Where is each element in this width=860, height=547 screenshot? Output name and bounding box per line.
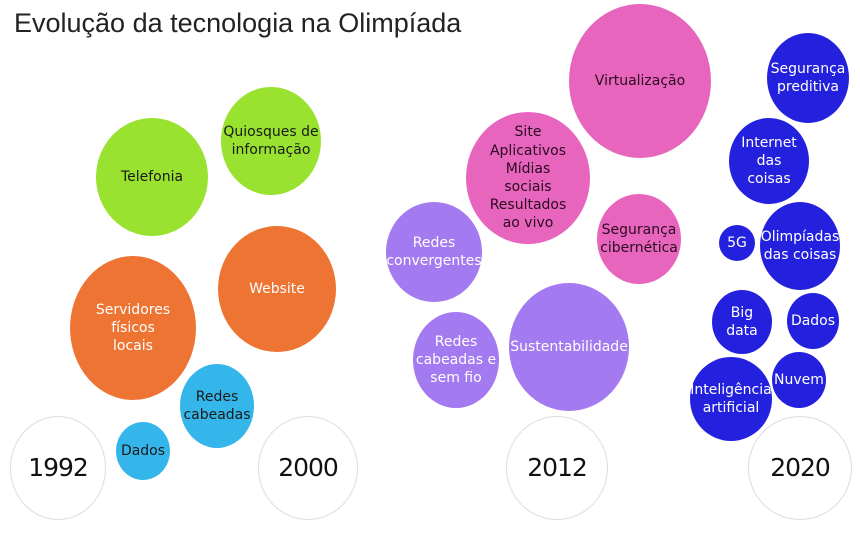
bubble-sustentabilidade: Sustentabilidade [509, 283, 629, 411]
year-2012: 2012 [506, 416, 608, 520]
year-2020: 2020 [748, 416, 852, 520]
bubble-redes-cabeadas: Redes cabeadas [180, 364, 254, 448]
bubble-website: Website [218, 226, 336, 352]
bubble-telefonia: Telefonia [96, 118, 208, 236]
year-1992: 1992 [10, 416, 106, 520]
year-2000: 2000 [258, 416, 358, 520]
bubble-site-aplicativos: Site Aplicativos Mídias sociais Resultad… [466, 112, 590, 244]
bubble-seguranca-preditiva: Segurança preditiva [767, 33, 849, 123]
bubble-quiosques: Quiosques de informação [221, 87, 321, 195]
bubble-5g: 5G [719, 225, 755, 261]
bubble-redes-cabeadas-sem-fio: Redes cabeadas e sem fio [413, 312, 499, 408]
bubble-virtualizacao: Virtualização [569, 4, 711, 158]
bubble-big-data: Big data [712, 290, 772, 354]
diagram-title: Evolução da tecnologia na Olimpíada [14, 8, 462, 38]
bubble-inteligencia-artificial: Inteligência artificial [690, 357, 772, 441]
bubble-internet-das-coisas: Internet das coisas [729, 118, 809, 204]
bubble-nuvem: Nuvem [772, 352, 826, 408]
bubble-olimpiadas-das-coisas: Olimpíadas das coisas [760, 202, 840, 290]
bubble-servidores: Servidores físicos locais [70, 256, 196, 400]
bubble-seguranca-cibernetica: Segurança cibernética [597, 194, 681, 284]
bubble-redes-convergentes: Redes convergentes [386, 202, 482, 302]
bubble-dados-1992: Dados [116, 422, 170, 480]
bubble-dados-2020: Dados [787, 293, 839, 349]
